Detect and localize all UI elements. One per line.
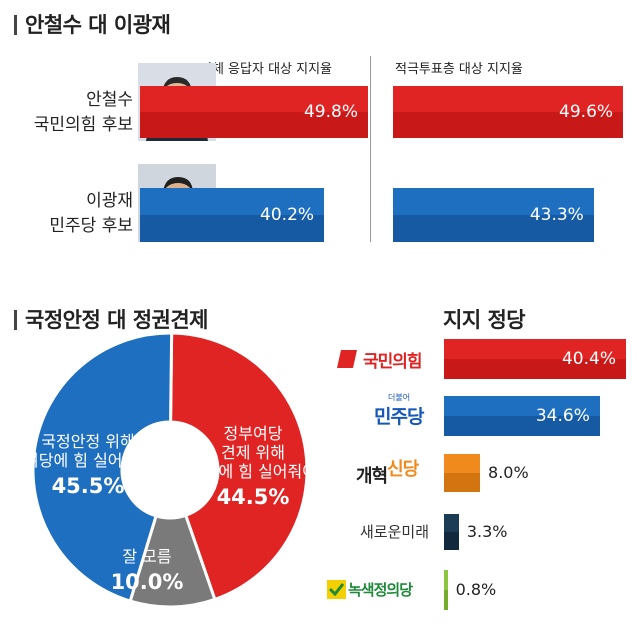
candidate-1-name: 안철수: [86, 90, 133, 110]
candidate-1-party: 국민의힘 후보: [33, 115, 133, 135]
party-value-0: 40.4%: [561, 349, 616, 369]
party-bar-2: [444, 454, 481, 492]
candidate-1-all-bar: 49.8%: [140, 86, 368, 138]
dpk-small-text: 더불어: [388, 393, 411, 402]
candidates-title-text: 안철수 대 이광재: [25, 13, 171, 37]
candidate-2-all-value: 40.2%: [260, 205, 315, 225]
party-title-text: 지지 정당: [443, 308, 526, 332]
column-divider: [370, 56, 371, 242]
ppp-logo-icon: [337, 350, 357, 368]
party-bar-1: 34.6%: [444, 396, 600, 436]
party-bar-0: 40.4%: [444, 339, 626, 379]
party-label-reform: 개혁 신당: [356, 454, 419, 488]
candidate-2-all-bar: 40.2%: [140, 188, 325, 242]
party-value-4: 0.8%: [455, 580, 497, 599]
candidate-2-party: 민주당 후보: [49, 216, 133, 236]
donut-title-text: 국정안정 대 정권견제: [25, 308, 209, 332]
col1-header: 전체 응답자 대상 지지율: [200, 62, 332, 77]
title-marker: [14, 310, 17, 330]
candidate-1-all-value: 49.8%: [303, 102, 358, 122]
party-label-newfuture: 새로운미래: [360, 520, 429, 542]
title-marker: [14, 15, 17, 35]
reform-name-1: 개혁: [356, 466, 388, 487]
donut-slice-1: [169, 331, 309, 602]
party-label-green: 녹색정의당: [327, 577, 413, 601]
col2-header: 적극투표층 대상 지지율: [395, 62, 523, 77]
party-value-2: 8.0%: [488, 463, 529, 482]
donut-section-title: 국정안정 대 정권견제: [14, 304, 209, 334]
reform-name-2: 신당: [387, 459, 419, 480]
candidate-2-name: 이광재: [86, 191, 133, 211]
donut-label-2: 잘 모름 10.0%: [111, 547, 184, 594]
party-section-title: 지지 정당: [443, 304, 526, 334]
dpk-name: 민주당: [374, 406, 424, 428]
candidate-1-label: 안철수 국민의힘 후보: [34, 88, 133, 138]
candidate-1-active-bar: 49.6%: [393, 86, 624, 138]
party-label-ppp: 국민의힘: [336, 343, 423, 375]
donut-slice-2: [128, 513, 217, 609]
green-name: 녹색정의당: [348, 580, 413, 599]
donut-label-0: 국정안정 위해 여당에 힘 실어줘야 45.5%: [24, 432, 152, 498]
donut-slice-0: [31, 331, 174, 603]
candidate-2-active-value: 43.3%: [529, 205, 584, 225]
green-justice-logo-icon: [327, 579, 346, 599]
party-bar-4: [444, 570, 448, 610]
party-bar-3: [444, 514, 459, 550]
party-value-1: 34.6%: [535, 406, 590, 426]
candidate-2-label: 이광재 민주당 후보: [49, 189, 133, 239]
candidate-2-active-bar: 43.3%: [393, 188, 594, 242]
party-value-3: 3.3%: [466, 522, 508, 541]
newfuture-name: 새로운미래: [360, 522, 430, 541]
donut-label-1: 정부여당 견제 위해 야당에 힘 실어줘야 44.5%: [189, 424, 317, 509]
ppp-name: 국민의힘: [363, 351, 423, 372]
candidate-1-active-value: 49.6%: [559, 102, 614, 122]
candidates-section-title: 안철수 대 이광재: [14, 9, 171, 39]
